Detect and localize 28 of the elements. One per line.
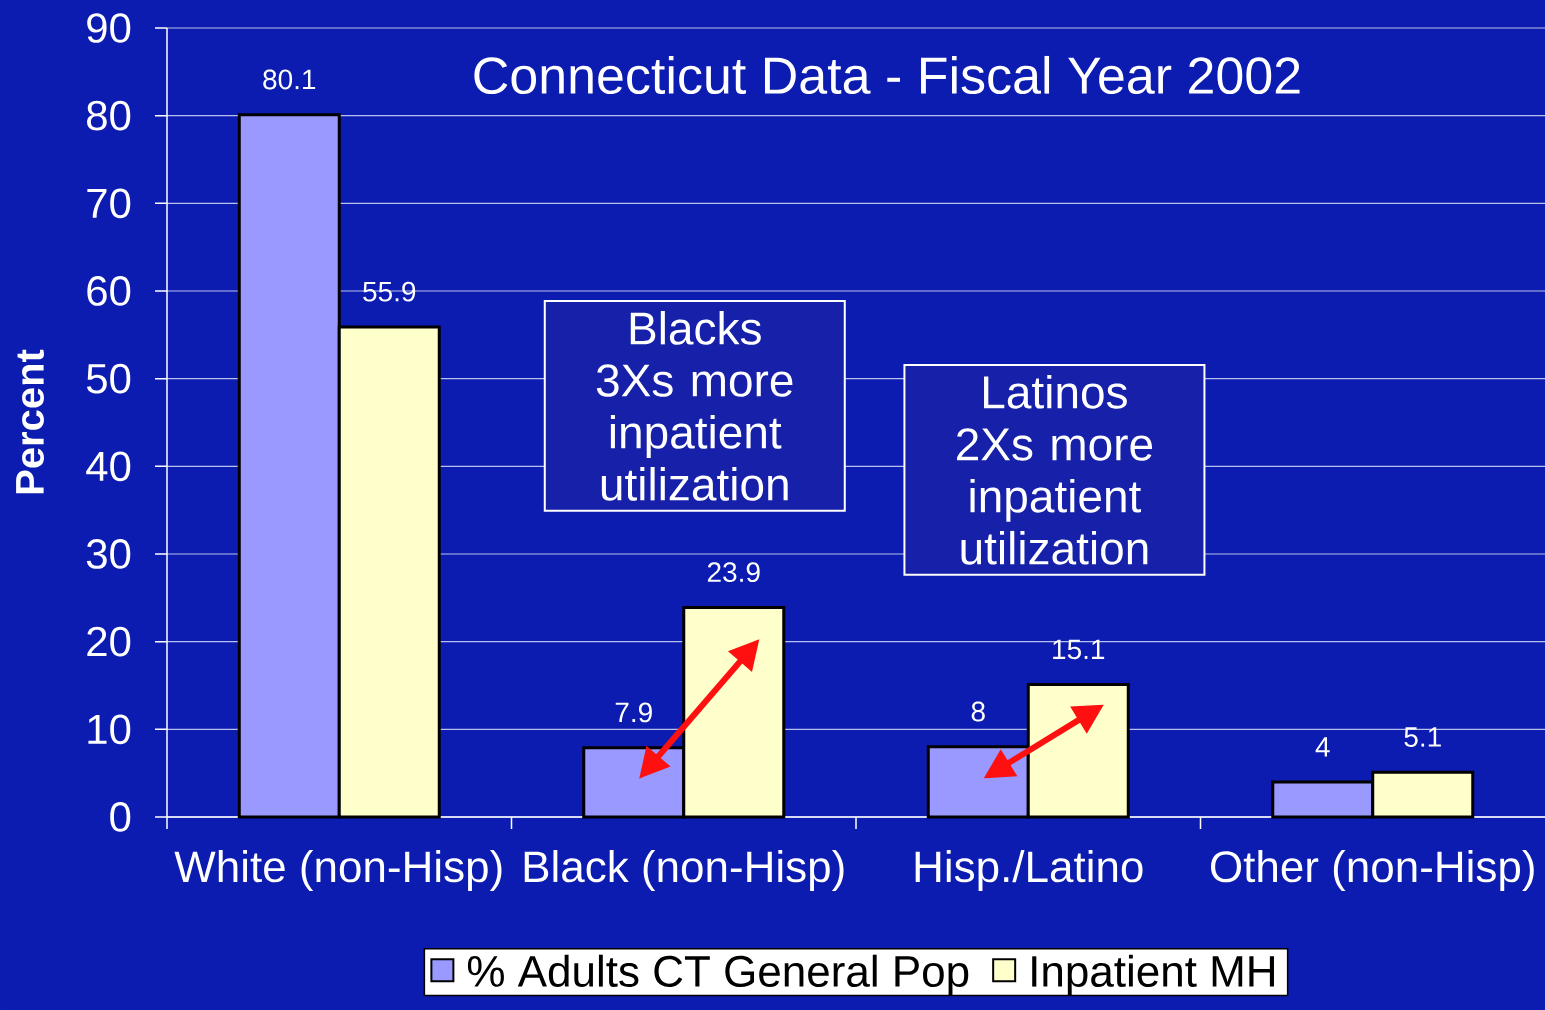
y-tick-label: 90 — [87, 13, 131, 43]
data-label: 4 — [1315, 737, 1330, 757]
data-label: 23.9 — [707, 562, 760, 583]
data-label: 8 — [971, 701, 985, 722]
annotation: Blacks 3Xs more inpatient utilization — [596, 311, 793, 501]
x-tick-label: Black (non-Hisp) — [524, 850, 844, 892]
legend-label: % Adults CT General Pop — [467, 954, 969, 996]
y-tick-label: 80 — [87, 100, 131, 131]
y-axis-title: Percent — [16, 349, 44, 494]
x-tick-label: Other (non-Hisp) — [1211, 850, 1534, 892]
x-tick-label: White (non-Hisp) — [174, 850, 502, 892]
y-tick-label: 30 — [86, 539, 131, 569]
annotation: Latinos 2Xs more inpatient utilization — [957, 374, 1153, 565]
legend-label: Inpatient MH — [1032, 954, 1274, 996]
y-tick-label: 0 — [110, 802, 131, 832]
data-label: 55.9 — [363, 281, 416, 302]
data-label: 7.9 — [615, 702, 652, 723]
y-tick-label: 50 — [86, 363, 131, 394]
y-tick-label: 10 — [88, 714, 131, 745]
data-label: 5.1 — [1404, 727, 1441, 747]
data-label: 80.1 — [263, 69, 316, 90]
y-tick-label: 60 — [87, 276, 131, 306]
y-tick-label: 20 — [87, 626, 131, 657]
y-tick-label: 70 — [87, 188, 131, 219]
x-tick-label: Hisp./Latino — [915, 850, 1143, 892]
data-label: 15.1 — [1053, 639, 1105, 660]
chart-title: Connecticut Data - Fiscal Year 2002 — [474, 55, 1300, 95]
y-tick-label: 40 — [86, 451, 131, 482]
